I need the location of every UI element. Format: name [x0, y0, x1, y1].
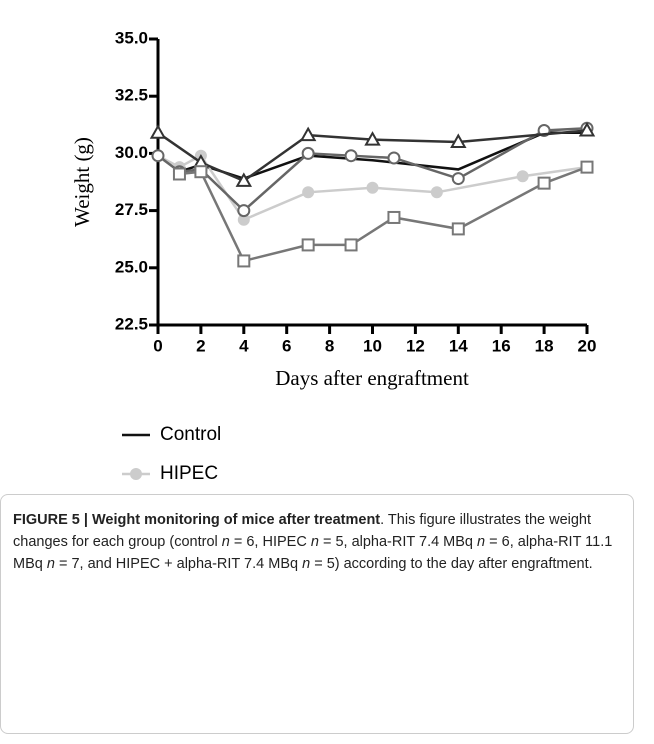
marker — [364, 131, 381, 146]
caption-title: FIGURE 5 | Weight monitoring of mice aft… — [13, 512, 381, 528]
series — [149, 121, 596, 187]
y-tick-label: 22.5 — [115, 314, 148, 333]
y-tick-label: 25.0 — [115, 257, 148, 276]
marker — [451, 222, 465, 236]
marker — [237, 204, 251, 218]
y-tick-label: 35.0 — [115, 28, 148, 47]
marker — [237, 254, 251, 268]
x-tick-label: 16 — [492, 336, 511, 355]
x-axis-label: Days after engraftment — [275, 366, 469, 390]
y-tick-label: 27.5 — [115, 200, 148, 219]
marker — [344, 149, 358, 163]
x-tick-label: 6 — [282, 336, 291, 355]
marker — [344, 238, 358, 252]
caption-text: = 6, HIPEC — [229, 534, 311, 550]
marker — [302, 186, 315, 199]
legend-marker — [130, 468, 142, 480]
caption-text: = 7, and HIPEC + alpha-RIT 7.4 MBq — [54, 556, 303, 572]
x-tick-label: 20 — [578, 336, 597, 355]
x-tick-label: 8 — [325, 336, 334, 355]
marker — [299, 126, 317, 142]
legend-label: HIPEC — [160, 463, 218, 484]
caption-text: . This figure illustrates the weight cha… — [13, 512, 592, 550]
y-tick-label: 30.0 — [115, 143, 148, 162]
marker — [430, 186, 443, 199]
marker — [387, 151, 401, 165]
chart: Days after engraftment Weight (g) 22.5 25… — [70, 28, 597, 601]
marker — [194, 165, 208, 179]
x-tick-label: 10 — [363, 336, 382, 355]
y-tick-label: 32.5 — [115, 86, 148, 105]
marker — [366, 181, 379, 194]
marker — [151, 149, 165, 163]
caption-text: = 5) according to the day after engraftm… — [310, 556, 593, 572]
x-tick-label: 4 — [239, 336, 249, 355]
marker — [450, 133, 467, 148]
caption-text: = 6, alpha-RIT 11.1 MBq — [13, 534, 613, 572]
marker — [301, 146, 315, 160]
x-tick-label: 18 — [535, 336, 554, 355]
marker — [451, 172, 465, 186]
series-line — [157, 126, 588, 213]
series — [151, 121, 594, 218]
figure-caption: FIGURE 5 | Weight monitoring of mice aft… — [0, 494, 634, 734]
caption-text: n — [310, 534, 319, 550]
marker — [301, 238, 315, 252]
marker — [516, 170, 529, 183]
x-tick-label: 12 — [406, 336, 425, 355]
caption-text: n — [302, 556, 311, 572]
x-tick-label: 2 — [196, 336, 205, 355]
marker — [537, 176, 551, 190]
x-tick-label: 0 — [153, 336, 162, 355]
caption-text: n — [46, 556, 55, 572]
caption-text: n — [477, 534, 486, 550]
caption-text: n — [221, 534, 230, 550]
legend-label: Control — [160, 424, 221, 445]
marker — [580, 160, 594, 174]
marker — [235, 172, 253, 187]
series — [172, 160, 594, 268]
caption-text: = 5, alpha-RIT 7.4 MBq — [318, 534, 478, 550]
x-tick-label: 14 — [449, 336, 468, 355]
marker — [578, 121, 596, 137]
marker — [387, 210, 401, 224]
y-axis-label: Weight (g) — [70, 137, 94, 227]
marker — [172, 167, 186, 181]
marker — [149, 124, 167, 139]
